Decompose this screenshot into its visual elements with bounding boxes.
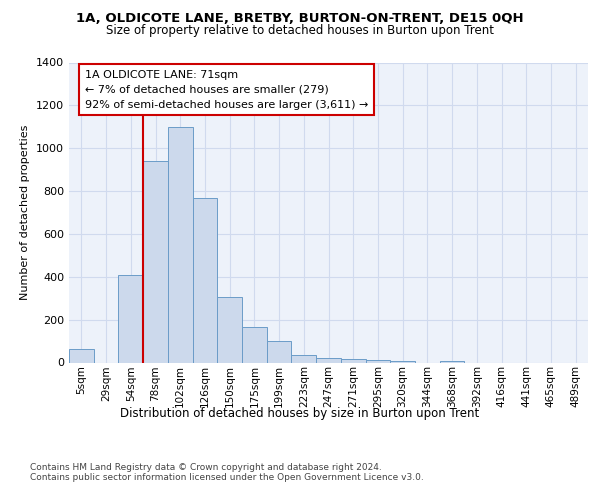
Bar	[143, 161, 168, 362]
Text: 1A, OLDICOTE LANE, BRETBY, BURTON-ON-TRENT, DE15 0QH: 1A, OLDICOTE LANE, BRETBY, BURTON-ON-TRE…	[76, 12, 524, 26]
Bar	[242, 327, 267, 362]
Bar	[118, 274, 143, 362]
Text: Distribution of detached houses by size in Burton upon Trent: Distribution of detached houses by size …	[121, 408, 479, 420]
Bar	[292, 355, 316, 362]
Bar	[341, 360, 365, 362]
Bar	[440, 361, 464, 362]
Bar	[168, 127, 193, 362]
Bar	[193, 198, 217, 362]
Bar	[316, 358, 341, 362]
Bar	[217, 297, 242, 362]
Bar	[365, 360, 390, 362]
Text: Size of property relative to detached houses in Burton upon Trent: Size of property relative to detached ho…	[106, 24, 494, 37]
Y-axis label: Number of detached properties: Number of detached properties	[20, 125, 31, 300]
Text: Contains public sector information licensed under the Open Government Licence v3: Contains public sector information licen…	[30, 472, 424, 482]
Bar	[390, 361, 415, 362]
Bar	[267, 341, 292, 362]
Text: 1A OLDICOTE LANE: 71sqm
← 7% of detached houses are smaller (279)
92% of semi-de: 1A OLDICOTE LANE: 71sqm ← 7% of detached…	[85, 70, 368, 110]
Bar	[69, 348, 94, 362]
Text: Contains HM Land Registry data © Crown copyright and database right 2024.: Contains HM Land Registry data © Crown c…	[30, 462, 382, 471]
